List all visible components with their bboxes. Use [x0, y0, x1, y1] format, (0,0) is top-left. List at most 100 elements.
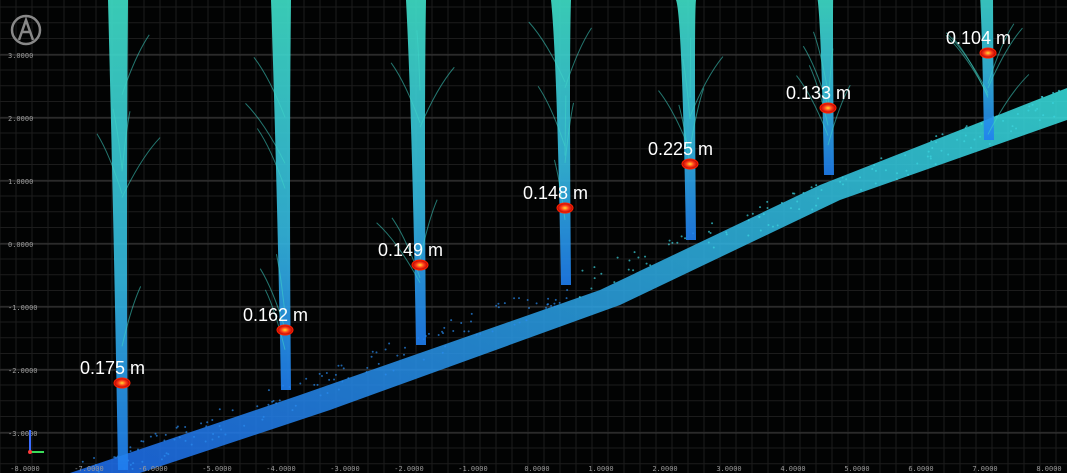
point	[931, 147, 933, 149]
point	[1058, 90, 1060, 92]
point	[164, 455, 166, 457]
point	[811, 209, 813, 211]
point	[545, 307, 547, 309]
point	[668, 243, 670, 245]
point	[291, 409, 293, 411]
point	[163, 440, 165, 442]
point	[873, 164, 875, 166]
point	[326, 372, 328, 374]
point	[681, 235, 683, 237]
point	[450, 319, 452, 321]
point	[637, 256, 639, 258]
point	[935, 141, 937, 143]
point	[935, 163, 937, 165]
point	[593, 266, 595, 268]
point	[905, 170, 907, 172]
point	[205, 441, 207, 443]
point	[130, 450, 132, 452]
point	[393, 370, 395, 372]
point	[460, 322, 462, 324]
point	[759, 206, 761, 208]
point	[328, 379, 330, 381]
point	[341, 365, 343, 367]
point	[935, 135, 937, 137]
point	[200, 422, 202, 424]
point	[463, 330, 465, 332]
measure-label: 0.225 m	[648, 139, 713, 159]
point	[442, 352, 444, 354]
point	[1042, 114, 1044, 116]
x-axis-label: -8.0000	[10, 465, 40, 473]
point	[443, 327, 445, 329]
point	[839, 181, 841, 183]
point	[132, 462, 134, 464]
point	[649, 264, 651, 266]
point	[581, 270, 583, 272]
point	[790, 207, 792, 209]
point	[142, 441, 144, 443]
point	[747, 235, 749, 237]
point	[590, 287, 592, 289]
x-axis-label: -4.0000	[266, 465, 296, 473]
point	[547, 298, 549, 300]
point	[243, 425, 245, 427]
point	[513, 297, 515, 299]
point	[132, 468, 134, 470]
point	[1028, 105, 1030, 107]
point	[525, 319, 527, 321]
point	[767, 224, 769, 226]
point	[860, 189, 862, 191]
point	[669, 240, 671, 242]
point	[777, 224, 779, 226]
point	[438, 334, 440, 336]
point	[930, 155, 932, 157]
point	[845, 178, 847, 180]
point	[1041, 96, 1043, 98]
point	[403, 354, 405, 356]
point	[319, 373, 321, 375]
point	[907, 174, 909, 176]
measure-label: 0.175 m	[80, 358, 145, 378]
point	[514, 324, 516, 326]
point	[378, 363, 380, 365]
x-axis-label: -7.0000	[74, 465, 104, 473]
point	[1053, 116, 1055, 118]
point	[875, 170, 877, 172]
point	[842, 183, 844, 185]
point	[366, 371, 368, 373]
point	[167, 453, 169, 455]
point	[479, 333, 481, 335]
point	[261, 419, 263, 421]
point	[963, 140, 965, 142]
point	[979, 136, 981, 138]
point	[713, 247, 715, 249]
point	[815, 184, 817, 186]
point	[970, 147, 972, 149]
point	[129, 446, 131, 448]
point	[930, 140, 932, 142]
point	[385, 373, 387, 375]
y-axis-label: 1.0000	[8, 178, 33, 186]
point	[940, 150, 942, 152]
point	[644, 256, 646, 258]
point	[763, 213, 765, 215]
point	[528, 307, 530, 309]
point	[966, 125, 968, 127]
measure-label: 0.149 m	[378, 240, 443, 260]
point	[185, 440, 187, 442]
point	[811, 186, 813, 188]
point	[232, 409, 234, 411]
point	[313, 384, 315, 386]
point	[634, 251, 636, 253]
point	[161, 458, 163, 460]
point	[470, 321, 472, 323]
point	[156, 435, 158, 437]
point	[206, 421, 208, 423]
x-axis-label: 0.0000	[524, 465, 549, 473]
point	[130, 464, 132, 466]
x-axis-label: -2.0000	[394, 465, 424, 473]
point	[305, 378, 307, 380]
point	[211, 419, 213, 421]
point	[1052, 92, 1054, 94]
